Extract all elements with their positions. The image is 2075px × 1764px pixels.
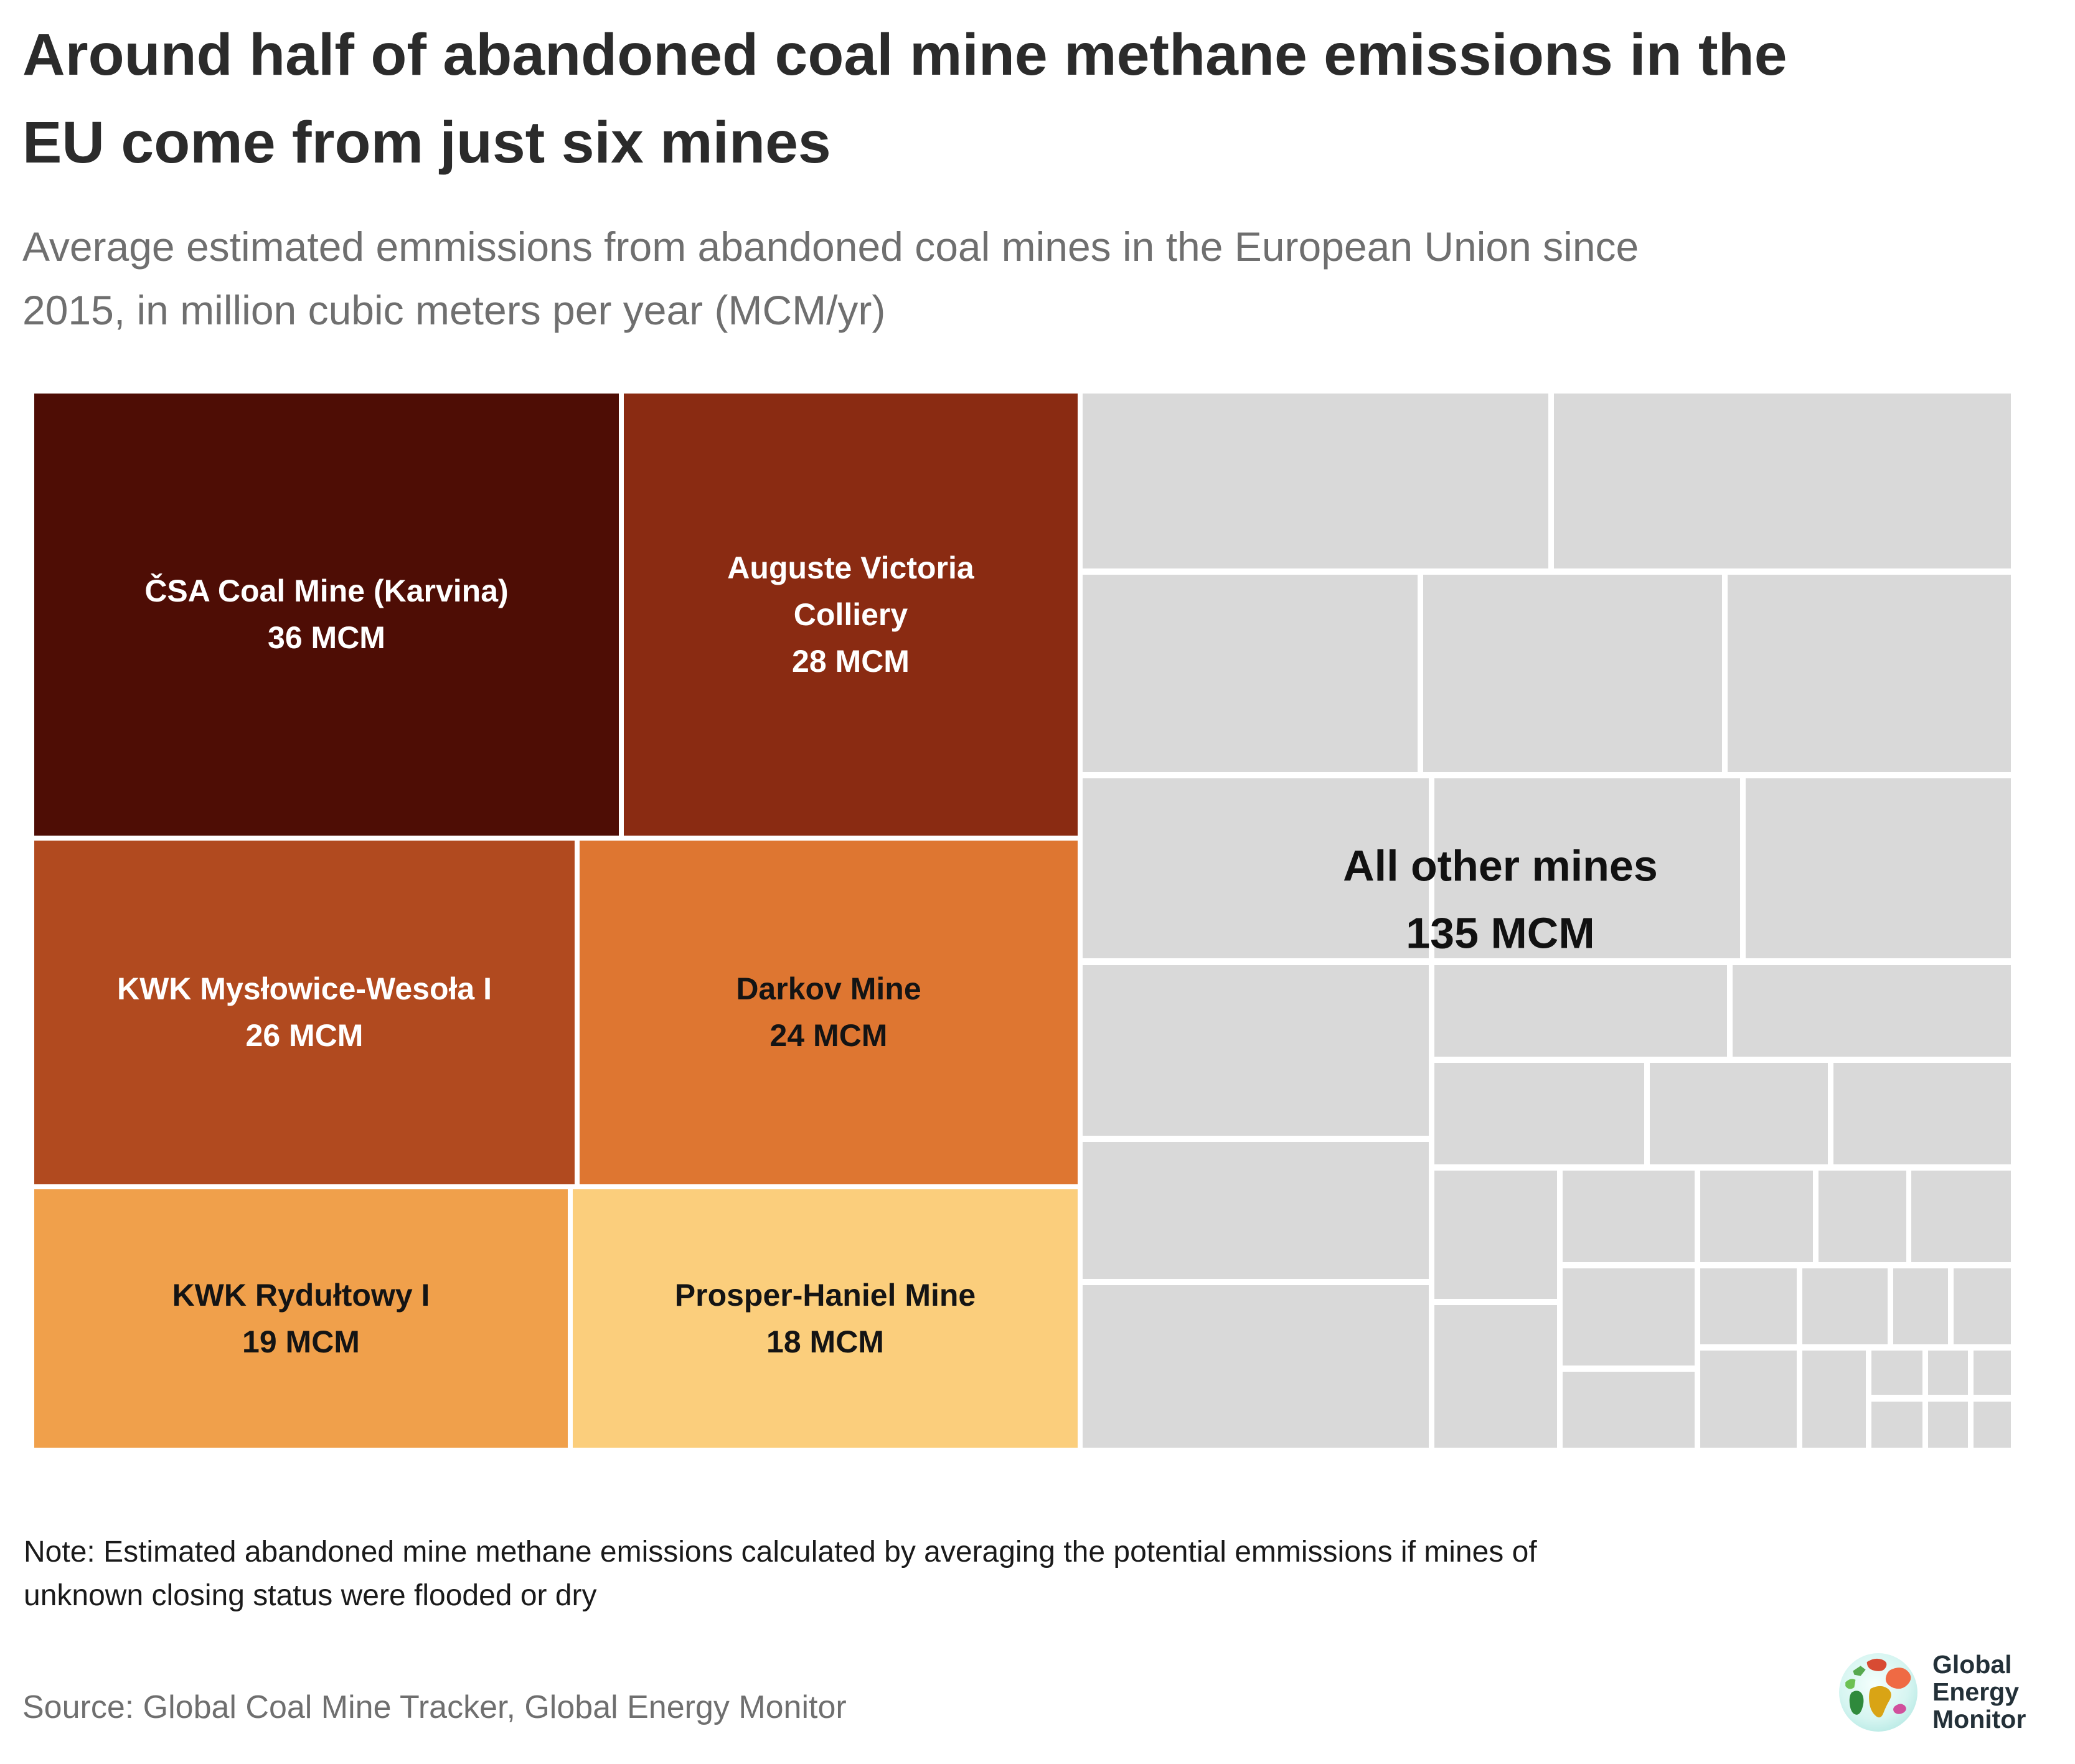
treemap-cell-kwk-rydultowy[interactable]: KWK Rydułtowy I 19 MCM <box>34 1189 568 1448</box>
treemap-cell-all-other-mines[interactable]: All other mines 135 MCM <box>1083 394 2011 1448</box>
chart-subtitle: Average estimated emmissions from abando… <box>22 215 2040 342</box>
cell-label: Prosper-Haniel Mine 18 MCM <box>675 1272 976 1365</box>
other-mine-cell[interactable] <box>1434 1063 1645 1164</box>
other-mine-cell[interactable] <box>1434 1305 1557 1448</box>
other-mine-cell[interactable] <box>1562 1268 1695 1365</box>
cell-label: Darkov Mine 24 MCM <box>736 966 921 1059</box>
other-mine-cell[interactable] <box>1732 965 2011 1057</box>
logo-word-energy: Energy <box>1932 1677 2019 1706</box>
global-energy-monitor-logo: Global Energy Monitor <box>1838 1651 2026 1733</box>
mine-value: 135 MCM <box>1406 908 1595 958</box>
chart-subtitle-line1: Average estimated emmissions from abando… <box>22 224 1639 270</box>
logo-word-monitor: Monitor <box>1932 1704 2026 1733</box>
page-title-line2: EU come from just six mines <box>22 109 831 176</box>
mine-value: 28 MCM <box>792 643 910 679</box>
other-mine-cell[interactable] <box>1893 1268 1948 1345</box>
other-mine-cell[interactable] <box>1083 394 1549 569</box>
other-mine-cell[interactable] <box>1928 1351 1969 1395</box>
mine-value: 19 MCM <box>242 1324 360 1359</box>
other-mine-cell[interactable] <box>1953 1268 2011 1345</box>
other-mine-cell[interactable] <box>1819 1170 1906 1263</box>
chart-note: Note: Estimated abandoned mine methane e… <box>24 1531 1891 1617</box>
cell-label: KWK Mysłowice-Wesoła I 26 MCM <box>117 966 492 1059</box>
other-mine-cell[interactable] <box>1083 778 1429 959</box>
chart-note-line1: Note: Estimated abandoned mine methane e… <box>24 1535 1537 1568</box>
treemap-cell-darkov-mine[interactable]: Darkov Mine 24 MCM <box>580 841 1078 1184</box>
other-mine-cell[interactable] <box>1083 965 1429 1136</box>
other-mine-cell[interactable] <box>1562 1170 1695 1263</box>
other-mine-cell[interactable] <box>1802 1351 1866 1448</box>
treemap-cell-csa-coal-mine[interactable]: ČSA Coal Mine (Karvina) 36 MCM <box>34 394 619 836</box>
chart-note-line2: unknown closing status were flooded or d… <box>24 1578 597 1612</box>
other-mine-cell[interactable] <box>1434 778 1740 959</box>
mine-value: 26 MCM <box>245 1018 364 1053</box>
cell-label: Auguste Victoria Colliery 28 MCM <box>689 545 1013 685</box>
other-mine-cell[interactable] <box>1434 965 1727 1057</box>
treemap-chart: ČSA Coal Mine (Karvina) 36 MCM Auguste V… <box>34 394 2011 1448</box>
other-mine-cell[interactable] <box>1650 1063 1828 1164</box>
treemap-cell-prosper-haniel[interactable]: Prosper-Haniel Mine 18 MCM <box>573 1189 1078 1448</box>
other-mine-cell[interactable] <box>1083 1285 1429 1448</box>
other-mine-cell[interactable] <box>1728 575 2011 772</box>
mine-value: 36 MCM <box>268 620 385 655</box>
other-mine-cell[interactable] <box>1083 1142 1429 1280</box>
all-other-mines-label: All other mines 135 MCM <box>1343 832 1658 967</box>
other-mine-cell[interactable] <box>1554 394 2011 569</box>
other-mine-cell[interactable] <box>1833 1063 2011 1164</box>
logo-wordmark: Global Energy Monitor <box>1932 1651 2026 1733</box>
other-mine-cell[interactable] <box>1434 1170 1557 1299</box>
treemap-cell-auguste-victoria[interactable]: Auguste Victoria Colliery 28 MCM <box>624 394 1078 836</box>
other-mine-cell[interactable] <box>1562 1372 1695 1448</box>
other-mine-cell[interactable] <box>1423 575 1723 772</box>
other-mine-cell[interactable] <box>1974 1351 2011 1395</box>
page-title-line1: Around half of abandoned coal mine metha… <box>22 22 1787 88</box>
mine-name: ČSA Coal Mine (Karvina) <box>144 573 509 608</box>
other-mine-cell[interactable] <box>1871 1351 1923 1395</box>
mine-name: Auguste Victoria Colliery <box>727 550 974 632</box>
other-mine-cell[interactable] <box>1911 1170 2011 1263</box>
other-mine-cell[interactable] <box>1700 1268 1797 1345</box>
other-mine-cell[interactable] <box>1802 1268 1888 1345</box>
other-mine-cell[interactable] <box>1745 778 2011 959</box>
other-mine-cell[interactable] <box>1083 575 1418 772</box>
other-mine-cell[interactable] <box>1974 1401 2011 1448</box>
other-mine-cell[interactable] <box>1928 1401 1969 1448</box>
mine-name: KWK Rydułtowy I <box>172 1277 430 1313</box>
mine-name: Darkov Mine <box>736 971 921 1006</box>
cell-label: ČSA Coal Mine (Karvina) 36 MCM <box>144 568 508 661</box>
mine-value: 24 MCM <box>769 1018 888 1053</box>
treemap-cell-kwk-myslowice-wesola[interactable]: KWK Mysłowice-Wesoła I 26 MCM <box>34 841 575 1184</box>
chart-subtitle-line2: 2015, in million cubic meters per year (… <box>22 287 886 334</box>
mine-name: Prosper-Haniel Mine <box>674 1277 976 1313</box>
cell-label: KWK Rydułtowy I 19 MCM <box>172 1272 430 1365</box>
mine-value: 18 MCM <box>766 1324 884 1359</box>
other-mine-cell[interactable] <box>1700 1170 1814 1263</box>
globe-icon <box>1839 1653 1917 1732</box>
other-mine-cell[interactable] <box>1871 1401 1923 1448</box>
page-title: Around half of abandoned coal mine metha… <box>22 11 2052 186</box>
mine-name: KWK Mysłowice-Wesoła I <box>117 971 492 1006</box>
mine-name: All other mines <box>1343 841 1658 890</box>
source-credit: Source: Global Coal Mine Tracker, Global… <box>22 1689 847 1725</box>
logo-word-global: Global <box>1932 1650 2012 1679</box>
other-mine-cell[interactable] <box>1700 1351 1797 1448</box>
